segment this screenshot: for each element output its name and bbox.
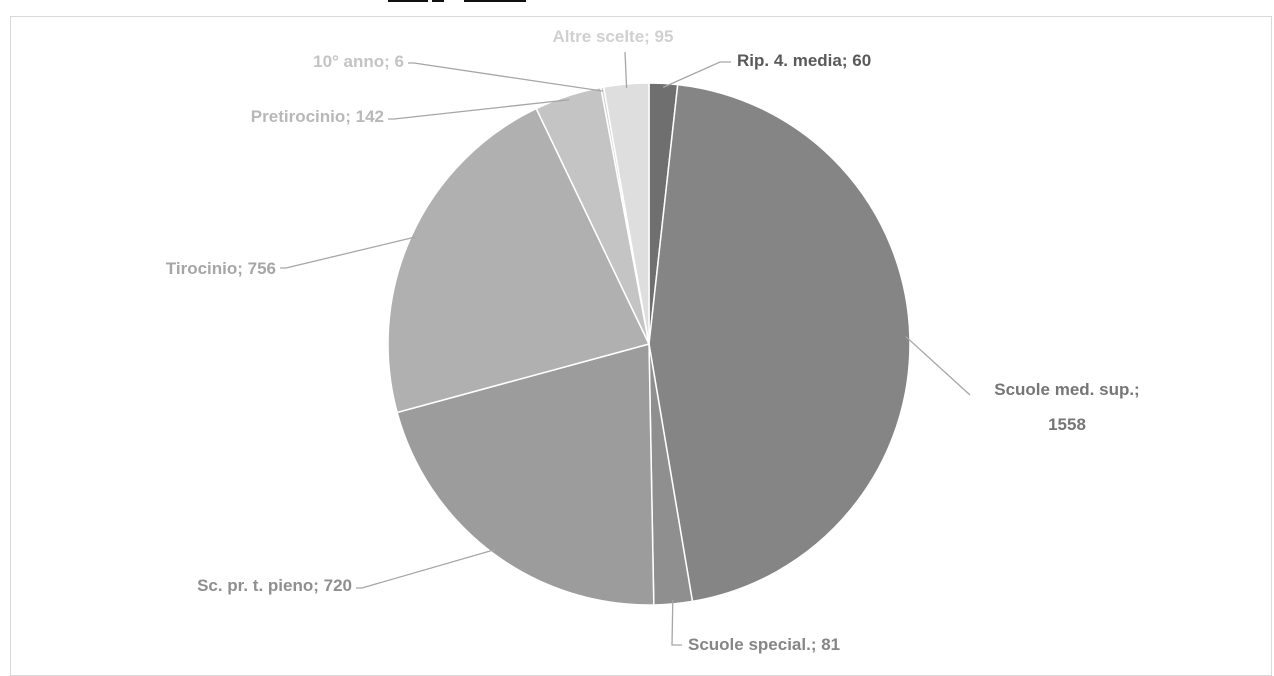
- leader-line-tirocinio: [280, 236, 416, 269]
- data-label-pretirocinio: Pretirocinio; 142: [251, 107, 384, 126]
- data-label-altre-scelte: Altre scelte; 95: [553, 27, 674, 46]
- title-glyph-fragment: [432, 0, 444, 2]
- chart-title-fragment: [370, 0, 690, 8]
- title-glyph-fragment: [388, 0, 428, 2]
- pie-slices: [387, 82, 911, 606]
- leader-line-scuole-special: [671, 599, 682, 646]
- data-label-10-anno: 10° anno; 6: [313, 52, 404, 71]
- data-label-tirocinio: Tirocinio; 756: [166, 259, 276, 278]
- leader-line-sc-pr-t-pieno: [356, 548, 496, 589]
- data-label-line: Scuole med. sup.;: [994, 380, 1139, 399]
- data-label-line: 1558: [1048, 415, 1086, 434]
- pie-slice-sc-pr-t-pieno: [396, 343, 655, 606]
- pie-slice-tirocinio: [387, 107, 651, 414]
- data-label-sc-pr-t-pieno: Sc. pr. t. pieno; 720: [197, 576, 352, 595]
- leader-lines: [280, 51, 971, 646]
- leader-line-pretirocinio: [388, 99, 570, 120]
- leader-line-altre-scelte: [624, 51, 628, 89]
- data-label-scuole-special: Scuole special.; 81: [688, 635, 840, 654]
- leader-line-scuole-med-sup: [905, 336, 971, 396]
- leader-line-rip-4-media: [662, 61, 731, 88]
- title-glyph-fragment: [464, 0, 526, 2]
- data-label-scuole-med-sup: Scuole med. sup.; 1558: [994, 380, 1139, 434]
- pie-slice-scuole-med-sup: [648, 83, 911, 603]
- leader-line-10-anno: [408, 62, 604, 92]
- data-label-rip-4-media: Rip. 4. media; 60: [737, 51, 871, 70]
